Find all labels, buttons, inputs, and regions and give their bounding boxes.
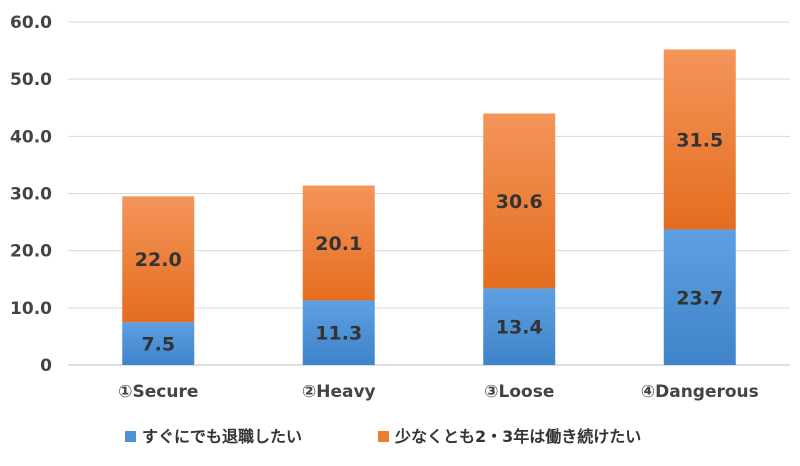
legend-label: すぐにでも退職したい xyxy=(142,427,302,446)
x-tick-label: ①Secure xyxy=(118,382,198,402)
bar-segment xyxy=(483,113,556,289)
bar-segment xyxy=(302,300,375,365)
x-tick-label: ②Heavy xyxy=(302,382,376,402)
y-axis: 0 10.0 20.0 30.0 40.0 50.0 60.0 xyxy=(10,13,52,376)
x-axis: ①Secure ②Heavy ③Loose ④Dangerous xyxy=(118,382,759,402)
bar-segment xyxy=(663,49,736,230)
y-tick-label: 60.0 xyxy=(10,13,52,33)
bar-segment xyxy=(122,322,195,365)
y-tick-label: 0 xyxy=(40,356,52,376)
legend-swatch xyxy=(378,431,389,442)
bar-segment xyxy=(122,196,195,323)
y-tick-label: 20.0 xyxy=(10,242,52,262)
data-label: 30.6 xyxy=(496,191,543,213)
data-label: 23.7 xyxy=(676,287,723,309)
data-label: 11.3 xyxy=(315,323,362,345)
y-tick-label: 50.0 xyxy=(10,70,52,90)
data-label: 20.1 xyxy=(315,233,362,255)
bars xyxy=(122,49,736,365)
legend: すぐにでも退職したい 少なくとも2・3年は働き続けたい xyxy=(125,427,641,446)
data-label: 31.5 xyxy=(676,129,723,151)
y-tick-label: 30.0 xyxy=(10,185,52,205)
bar-segment xyxy=(663,229,736,365)
bar-segment xyxy=(483,288,556,365)
bar-segment xyxy=(302,185,375,301)
legend-swatch xyxy=(125,431,136,442)
x-tick-label: ③Loose xyxy=(484,382,554,402)
legend-label: 少なくとも2・3年は働き続けたい xyxy=(394,427,641,446)
data-label: 13.4 xyxy=(496,317,543,339)
data-label: 22.0 xyxy=(135,249,182,271)
data-labels: 7.5 22.0 11.3 20.1 13.4 30.6 23.7 31.5 xyxy=(135,129,723,355)
x-tick-label: ④Dangerous xyxy=(641,382,759,402)
y-tick-label: 40.0 xyxy=(10,127,52,147)
y-tick-label: 10.0 xyxy=(10,299,52,319)
data-label: 7.5 xyxy=(141,334,175,356)
